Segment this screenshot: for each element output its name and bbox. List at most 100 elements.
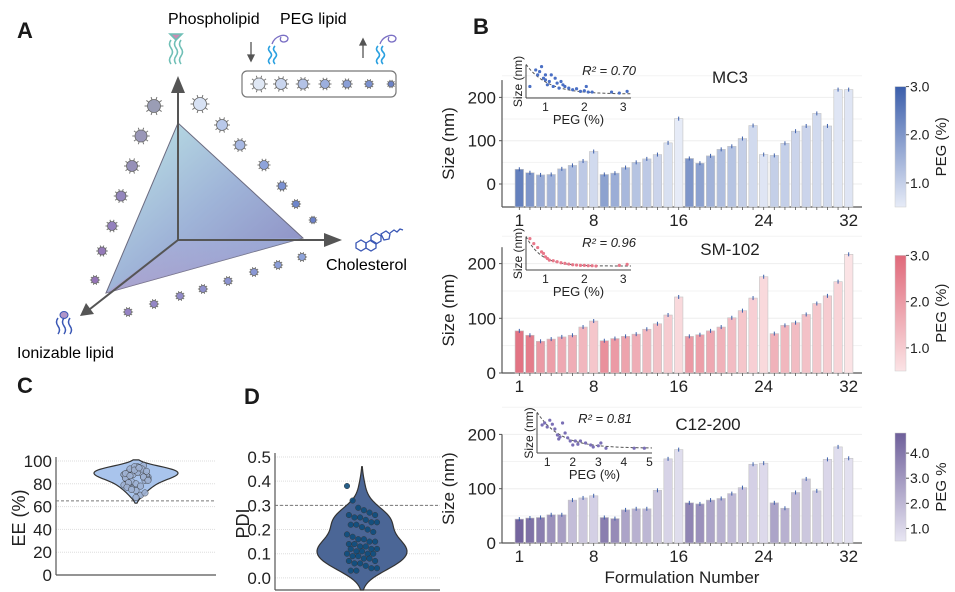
particle-spike	[137, 127, 140, 131]
bar	[514, 168, 524, 208]
data-point	[355, 504, 362, 511]
bar	[759, 154, 769, 208]
axis-arrow-up-icon	[171, 76, 185, 93]
bar	[716, 149, 726, 208]
colorbar-tick-label: 1.0	[910, 520, 930, 536]
bar	[822, 125, 832, 208]
bar	[674, 118, 684, 208]
lnp-particle-icon	[272, 260, 284, 270]
bar	[769, 502, 779, 544]
inset-point	[538, 70, 542, 74]
inset-scatter: 1 2 3 PEG (%) Size (nm) R² = 0.70	[511, 56, 637, 127]
inset-fit-curve	[525, 64, 632, 95]
bar	[695, 503, 705, 544]
bar	[652, 323, 662, 374]
inset-y-label: Size (nm)	[522, 407, 536, 458]
bar	[567, 499, 577, 544]
bar	[737, 138, 747, 208]
particle-core	[277, 181, 287, 191]
lnp-particle-icon	[197, 284, 209, 294]
lnp-particle-icon	[214, 117, 230, 133]
inset-point	[549, 73, 553, 77]
bar	[578, 326, 588, 374]
data-point	[345, 511, 352, 519]
particle-spike	[282, 89, 284, 92]
peg-lipid-icon	[267, 34, 289, 65]
data-point	[360, 536, 367, 543]
inset-point	[591, 445, 595, 449]
data-point	[137, 482, 144, 490]
particle-core	[176, 292, 184, 300]
bar	[536, 340, 546, 374]
particle-core	[124, 308, 132, 316]
inset-point	[576, 442, 580, 446]
inset-point	[566, 436, 570, 440]
particle-spike	[274, 78, 277, 82]
panel-letter-a: A	[17, 18, 33, 43]
particle-core	[126, 160, 138, 172]
x-tick-label: 1	[515, 547, 524, 566]
data-point	[368, 565, 375, 572]
ionizable-lipid-label: Ionizable lipid	[17, 345, 114, 362]
x-tick-label: 24	[754, 377, 773, 396]
y-tick-label: 0.4	[247, 472, 271, 491]
data-point	[360, 507, 367, 514]
bar	[557, 336, 567, 374]
lnp-particle-icon	[89, 275, 101, 285]
data-point	[349, 497, 356, 504]
inset-point	[563, 84, 567, 89]
data-point	[366, 555, 373, 562]
inset-x-tick-label: 2	[581, 272, 588, 286]
inset-point	[560, 421, 565, 425]
bar	[833, 446, 843, 544]
particle-spike	[226, 119, 229, 123]
lnp-particle-icon	[232, 137, 248, 153]
inset-point	[528, 237, 532, 241]
bar	[748, 125, 758, 208]
bar	[833, 281, 843, 374]
data-point	[358, 548, 366, 555]
ionizable-lipid-icon	[55, 311, 73, 335]
cholesterol-label: Cholesterol	[326, 257, 407, 274]
bar	[727, 146, 737, 208]
lnp-particle-icon	[124, 158, 140, 174]
particle-core	[224, 277, 232, 285]
chart-title: MC3	[712, 68, 748, 87]
particle-core	[387, 80, 395, 88]
bar	[791, 130, 801, 208]
bar	[833, 89, 843, 208]
data-point	[372, 557, 379, 565]
bar	[557, 514, 567, 544]
x-tick-label: 32	[839, 547, 858, 566]
bar	[844, 254, 854, 374]
y-tick-label: 40	[33, 520, 52, 539]
inset-point	[578, 439, 583, 443]
colorbar	[894, 86, 907, 208]
inset-point	[539, 65, 544, 69]
particle-spike	[142, 127, 145, 131]
particle-core	[275, 78, 287, 90]
axes	[89, 92, 326, 310]
panel-letter-b: B	[473, 14, 489, 39]
data-point	[351, 541, 358, 548]
data-point	[353, 521, 360, 528]
inset-point	[571, 88, 575, 92]
y-tick-label: 100	[468, 309, 496, 328]
bar	[716, 498, 726, 544]
inset-point	[586, 90, 590, 94]
bar	[652, 154, 662, 208]
lnp-particle-icon	[144, 96, 164, 116]
particle-spike	[274, 86, 277, 90]
inset-x-tick-label: 5	[646, 455, 653, 469]
data-point	[372, 511, 379, 519]
lnp-particle-icon	[105, 219, 119, 233]
data-point	[343, 482, 351, 490]
particle-spike	[282, 76, 284, 79]
data-point	[357, 514, 364, 521]
data-point	[143, 467, 150, 475]
inset-point	[548, 418, 552, 422]
colorbar-tick-label: 2.0	[910, 294, 930, 310]
inset-point	[551, 259, 555, 263]
bar	[780, 142, 790, 208]
